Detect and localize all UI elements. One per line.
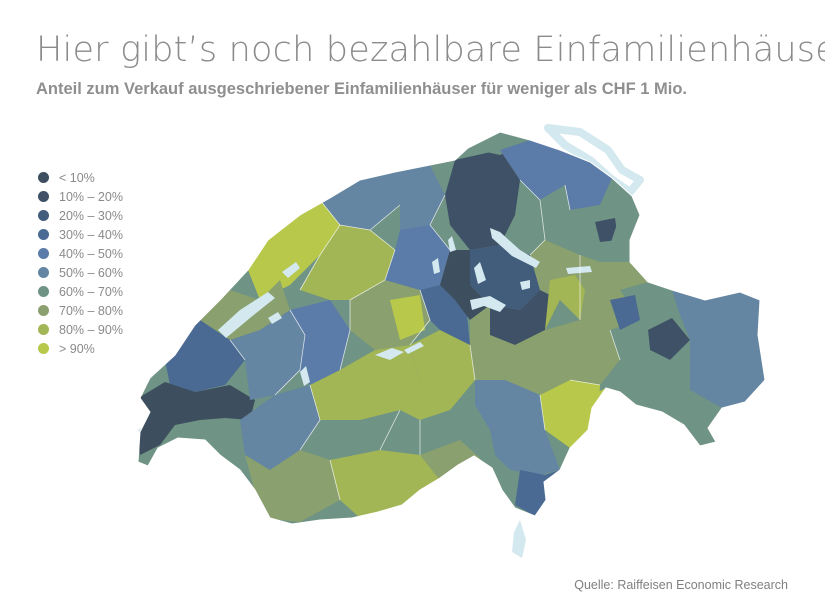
region-solothurn [320,172,400,230]
lake-sempach [432,258,440,274]
region-locarno [490,430,560,475]
lake-zurich [490,228,540,268]
legend-swatch [38,210,49,221]
lake-walen [566,266,592,274]
legend-swatch [38,343,49,354]
legend-label: 30% – 40% [59,227,123,242]
legend-item: 40% – 50% [38,244,123,263]
lake-brienz [404,342,424,354]
region-glarus [530,240,600,300]
legend-swatch [38,267,49,278]
lake-sihl [520,280,530,290]
legend-swatch [38,286,49,297]
region-winterthur [500,140,565,200]
region-obwalden [390,295,425,340]
legend-swatch [38,229,49,240]
legend-item: 80% – 90% [38,320,123,339]
legend-label: > 90% [59,341,95,356]
lake-neuchatel [218,292,275,338]
lake-constance [544,124,644,196]
region-valais-west [245,450,340,522]
region-sarganserland [545,275,585,330]
legend-item: 50% – 60% [38,263,123,282]
legend-swatch [38,172,49,183]
region-bern-north [300,225,395,300]
region-vaud-central [230,310,305,400]
region-graubuenden-south [600,330,722,428]
legend-item: 10% – 20% [38,187,123,206]
lake-gruyere [300,366,310,386]
legend: < 10% 10% – 20% 20% – 30% 30% – 40% 40% … [38,168,123,358]
legend-label: 20% – 30% [59,208,123,223]
country-outline [137,131,766,525]
lake-lucerne [470,296,506,312]
legend-label: 50% – 60% [59,265,123,280]
region-uri [470,305,515,380]
region-thurgau [560,150,612,210]
legend-item: 20% – 30% [38,206,123,225]
region-misox [610,295,640,330]
legend-item: > 90% [38,339,123,358]
region-appenzell [595,218,618,242]
legend-item: 70% – 80% [38,301,123,320]
region-zurich [445,150,520,250]
region-engadin [672,290,765,408]
legend-label: 10% – 20% [59,189,123,204]
region-aargau-west [395,165,445,230]
legend-label: 60% – 70% [59,284,123,299]
region-leventina [540,380,600,448]
legend-label: 40% – 50% [59,246,123,261]
region-bern-oberland-east [400,330,475,420]
lake-maggiore [512,520,526,558]
lake-hallwil [448,236,456,252]
region-prattigau [620,282,680,330]
legend-item: < 10% [38,168,123,187]
lake-murten [268,312,282,324]
map-title: Hier gibt’s noch bezahlbare Einfamilienh… [36,30,825,70]
region-davos [648,318,690,360]
legend-swatch [38,324,49,335]
lake-thun [375,348,404,360]
source-note: Quelle: Raiffeisen Economic Research [574,578,788,592]
region-geneva [138,382,255,455]
region-bern-oberland-west [310,345,420,420]
legend-item: 30% – 40% [38,225,123,244]
legend-label: < 10% [59,170,95,185]
legend-label: 80% – 90% [59,322,123,337]
lake-zug [474,262,486,284]
legend-swatch [38,305,49,316]
lake-biel [282,262,300,278]
legend-swatch [38,248,49,259]
region-aargau [385,225,450,290]
lakes [218,228,592,386]
legend-swatch [38,191,49,202]
legend-item: 60% – 70% [38,282,123,301]
legend-label: 70% – 80% [59,303,123,318]
region-vaud-alps [240,385,320,470]
region-ticino-north [475,380,545,440]
map-subtitle: Anteil zum Verkauf ausgeschriebener Einf… [36,80,688,98]
region-fribourg [290,300,350,385]
region-borders [229,179,621,501]
region-jura [248,200,340,300]
region-surselva [505,320,620,395]
